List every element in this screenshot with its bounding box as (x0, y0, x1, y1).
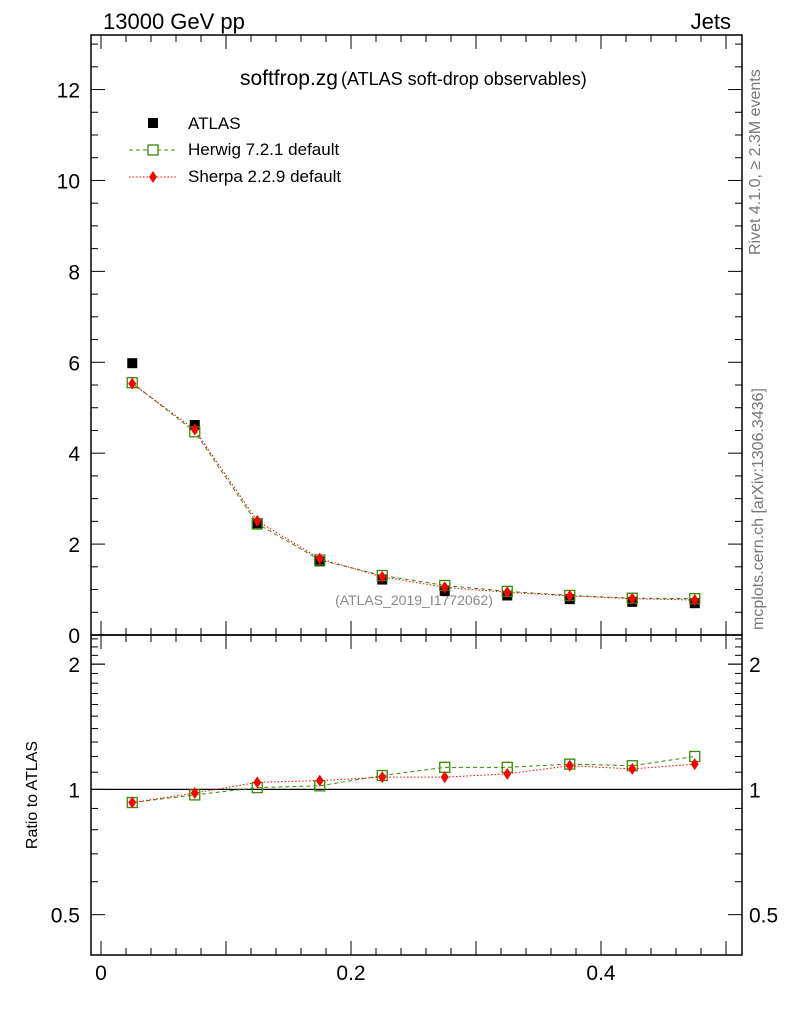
ratio-y-tick-label-right: 0.5 (749, 905, 778, 928)
header-left: 13000 GeV pp (103, 9, 245, 34)
mcplots-credit: mcplots.cern.ch [arXiv:1306.3436] (750, 388, 767, 630)
main-y-tick-label: 8 (68, 261, 80, 284)
ratio-y-tick-label: 1 (68, 779, 80, 802)
main-sherpa-point (440, 581, 449, 594)
ratio-y-tick-label-right: 2 (749, 654, 761, 677)
legend-herwig-marker (147, 144, 159, 156)
legend-sherpa-label: Sherpa 2.2.9 default (188, 167, 341, 186)
main-y-tick-label: 4 (68, 443, 80, 466)
main-sherpa-line (131, 383, 695, 601)
rivet-version: Rivet 4.1.0, ≥ 2.3M events (747, 69, 764, 255)
main-sherpa-point (253, 514, 262, 527)
legend-herwig-label: Herwig 7.2.1 default (188, 140, 339, 159)
ratio-sherpa-point (315, 774, 324, 787)
analysis-id: (ATLAS_2019_I1772062) (335, 592, 493, 608)
main-herwig-line (131, 382, 695, 600)
main-y-tick-label: 6 (68, 352, 80, 375)
ratio-sherpa-line (132, 763, 695, 804)
main-sherpa-point (315, 552, 324, 565)
ratio-sherpa-point (440, 771, 449, 784)
ratio-y-tick-label: 2 (68, 654, 80, 677)
ratio-sherpa-point (378, 771, 387, 784)
main-sherpa-point (503, 586, 512, 599)
ratio-axes: 0.5 0.5 1 1 2 2 (51, 635, 778, 956)
ratio-sherpa-point (690, 758, 699, 771)
main-y-tick-label: 2 (68, 534, 80, 557)
x-tick-label: 0.4 (586, 962, 616, 985)
ratio-plot-marks (126, 750, 701, 809)
legend-atlas-label: ATLAS (188, 114, 241, 133)
main-y-tick-label: 10 (57, 170, 80, 193)
main-sherpa-point (128, 377, 137, 390)
legend: ATLAS Herwig 7.2.1 default Sherpa 2.2.9 … (129, 114, 341, 186)
main-plot-marks (126, 358, 701, 609)
ratio-sherpa-point (128, 796, 137, 809)
main-sherpa-point (378, 570, 387, 583)
legend-atlas-marker (148, 118, 158, 128)
x-tick-label: 0 (95, 962, 107, 985)
ratio-sherpa-point (503, 767, 512, 780)
ratio-sherpa-point (190, 787, 199, 800)
ratio-sherpa-point (565, 759, 574, 772)
chart-subtitle: (ATLAS soft-drop observables) (341, 69, 587, 89)
main-y-tick-label: 0 (68, 625, 80, 648)
ratio-ylabel: Ratio to ATLAS (24, 741, 41, 849)
ratio-y-tick-label: 0.5 (51, 905, 80, 928)
main-axes: 0 2 4 6 8 10 12 (57, 35, 742, 648)
main-sherpa-point (690, 594, 699, 606)
ratio-sherpa-point (253, 776, 262, 789)
x-tick-labels: 0 0.2 0.4 (95, 962, 616, 985)
main-sherpa-point (565, 589, 574, 602)
main-y-tick-label: 12 (57, 80, 80, 103)
ratio-plot-frame (90, 634, 743, 956)
ratio-y-tick-label-right: 1 (749, 779, 761, 802)
ratio-herwig-line (132, 755, 695, 804)
main-sherpa-point (628, 592, 637, 605)
chart-title: softfrop.zg (240, 67, 338, 90)
main-sherpa-point (190, 423, 199, 436)
legend-sherpa-marker (149, 171, 157, 183)
header-right: Jets (691, 9, 731, 34)
x-tick-label: 0.2 (336, 962, 365, 985)
ratio-sherpa-point (628, 762, 637, 775)
main-atlas-point (127, 358, 138, 369)
